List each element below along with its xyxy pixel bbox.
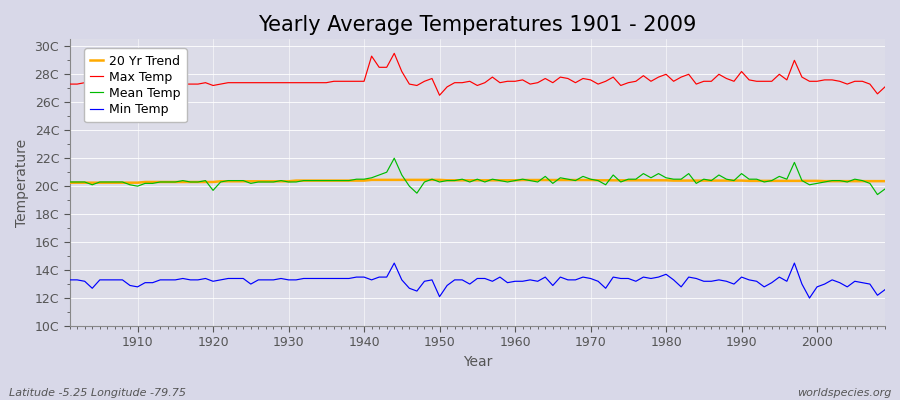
Mean Temp <box>518 177 528 182</box>
Min Temp <box>389 261 400 266</box>
Min Temp <box>879 287 890 292</box>
Max Temp <box>291 80 302 85</box>
Mean Temp <box>872 192 883 197</box>
20 Yr Trend <box>64 180 75 185</box>
20 Yr Trend <box>366 178 377 182</box>
Max Temp <box>64 82 75 86</box>
20 Yr Trend <box>608 178 618 183</box>
Max Temp <box>389 51 400 56</box>
Title: Yearly Average Temperatures 1901 - 2009: Yearly Average Temperatures 1901 - 2009 <box>258 15 697 35</box>
Min Temp <box>124 283 135 288</box>
Min Temp <box>608 275 618 280</box>
Mean Temp <box>608 172 618 177</box>
Max Temp <box>879 84 890 89</box>
Max Temp <box>525 82 535 86</box>
Min Temp <box>336 276 346 281</box>
Line: Min Temp: Min Temp <box>69 263 885 298</box>
Mean Temp <box>124 182 135 187</box>
Mean Temp <box>64 180 75 184</box>
X-axis label: Year: Year <box>463 355 492 369</box>
20 Yr Trend <box>879 179 890 184</box>
Min Temp <box>509 279 520 284</box>
Mean Temp <box>291 180 302 184</box>
Mean Temp <box>336 178 346 183</box>
Text: worldspecies.org: worldspecies.org <box>796 388 891 398</box>
Y-axis label: Temperature: Temperature <box>15 139 29 227</box>
Line: Mean Temp: Mean Temp <box>69 158 885 194</box>
Max Temp <box>434 93 445 98</box>
20 Yr Trend <box>509 178 520 183</box>
Min Temp <box>804 296 814 300</box>
Max Temp <box>124 82 135 86</box>
Mean Temp <box>389 156 400 161</box>
Max Temp <box>616 83 626 88</box>
Min Temp <box>64 278 75 282</box>
Max Temp <box>518 78 528 82</box>
Legend: 20 Yr Trend, Max Temp, Mean Temp, Min Temp: 20 Yr Trend, Max Temp, Mean Temp, Min Te… <box>84 48 187 122</box>
20 Yr Trend <box>124 180 135 185</box>
Mean Temp <box>879 186 890 191</box>
20 Yr Trend <box>336 178 346 183</box>
Min Temp <box>518 279 528 284</box>
Line: Max Temp: Max Temp <box>69 53 885 95</box>
20 Yr Trend <box>518 178 528 182</box>
Min Temp <box>291 278 302 282</box>
Max Temp <box>336 79 346 84</box>
Line: 20 Yr Trend: 20 Yr Trend <box>69 180 885 183</box>
20 Yr Trend <box>291 178 302 183</box>
Mean Temp <box>509 178 520 183</box>
Text: Latitude -5.25 Longitude -79.75: Latitude -5.25 Longitude -79.75 <box>9 388 186 398</box>
